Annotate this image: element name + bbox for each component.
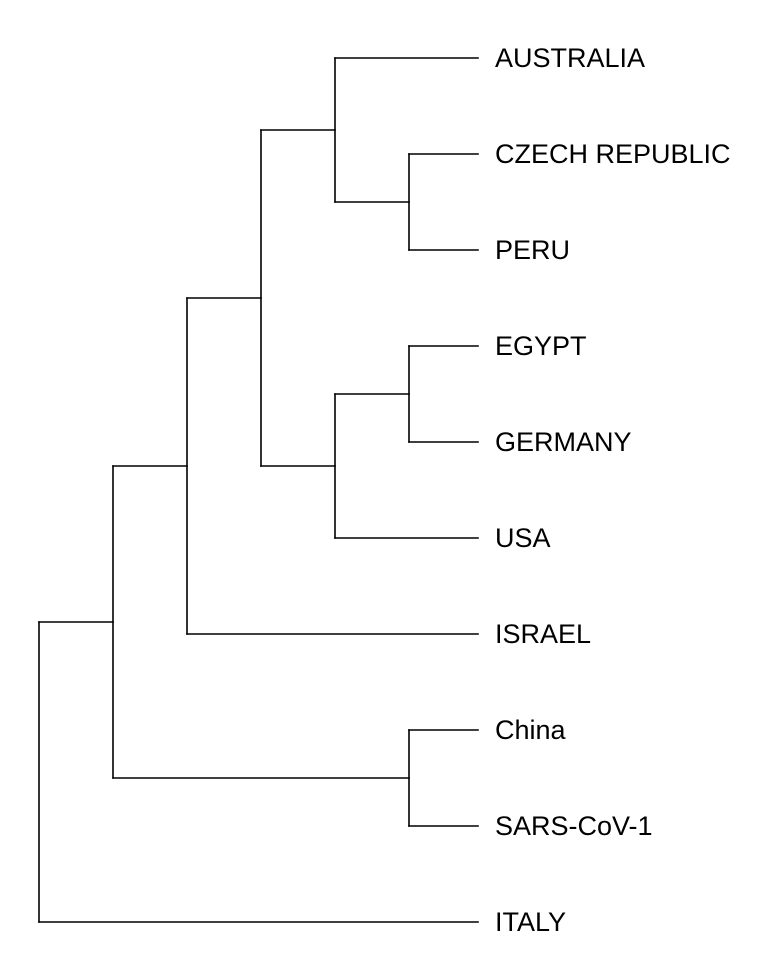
leaf-label-china: China (495, 715, 567, 745)
leaf-label-sars-cov-1: SARS-CoV-1 (495, 811, 653, 841)
leaf-label-usa: USA (495, 523, 551, 553)
leaf-label-israel: ISRAEL (495, 619, 591, 649)
leaf-label-peru: PERU (495, 235, 570, 265)
leaf-label-italy: ITALY (495, 907, 566, 937)
leaf-label-czech-republic: CZECH REPUBLIC (495, 139, 731, 169)
branch-lines (38, 57, 479, 923)
leaf-label-egypt: EGYPT (495, 331, 587, 361)
leaf-labels: AUSTRALIA CZECH REPUBLIC PERU EGYPT GERMANY U… (495, 43, 731, 937)
leaf-label-germany: GERMANY (495, 427, 632, 457)
leaf-label-australia: AUSTRALIA (495, 43, 645, 73)
